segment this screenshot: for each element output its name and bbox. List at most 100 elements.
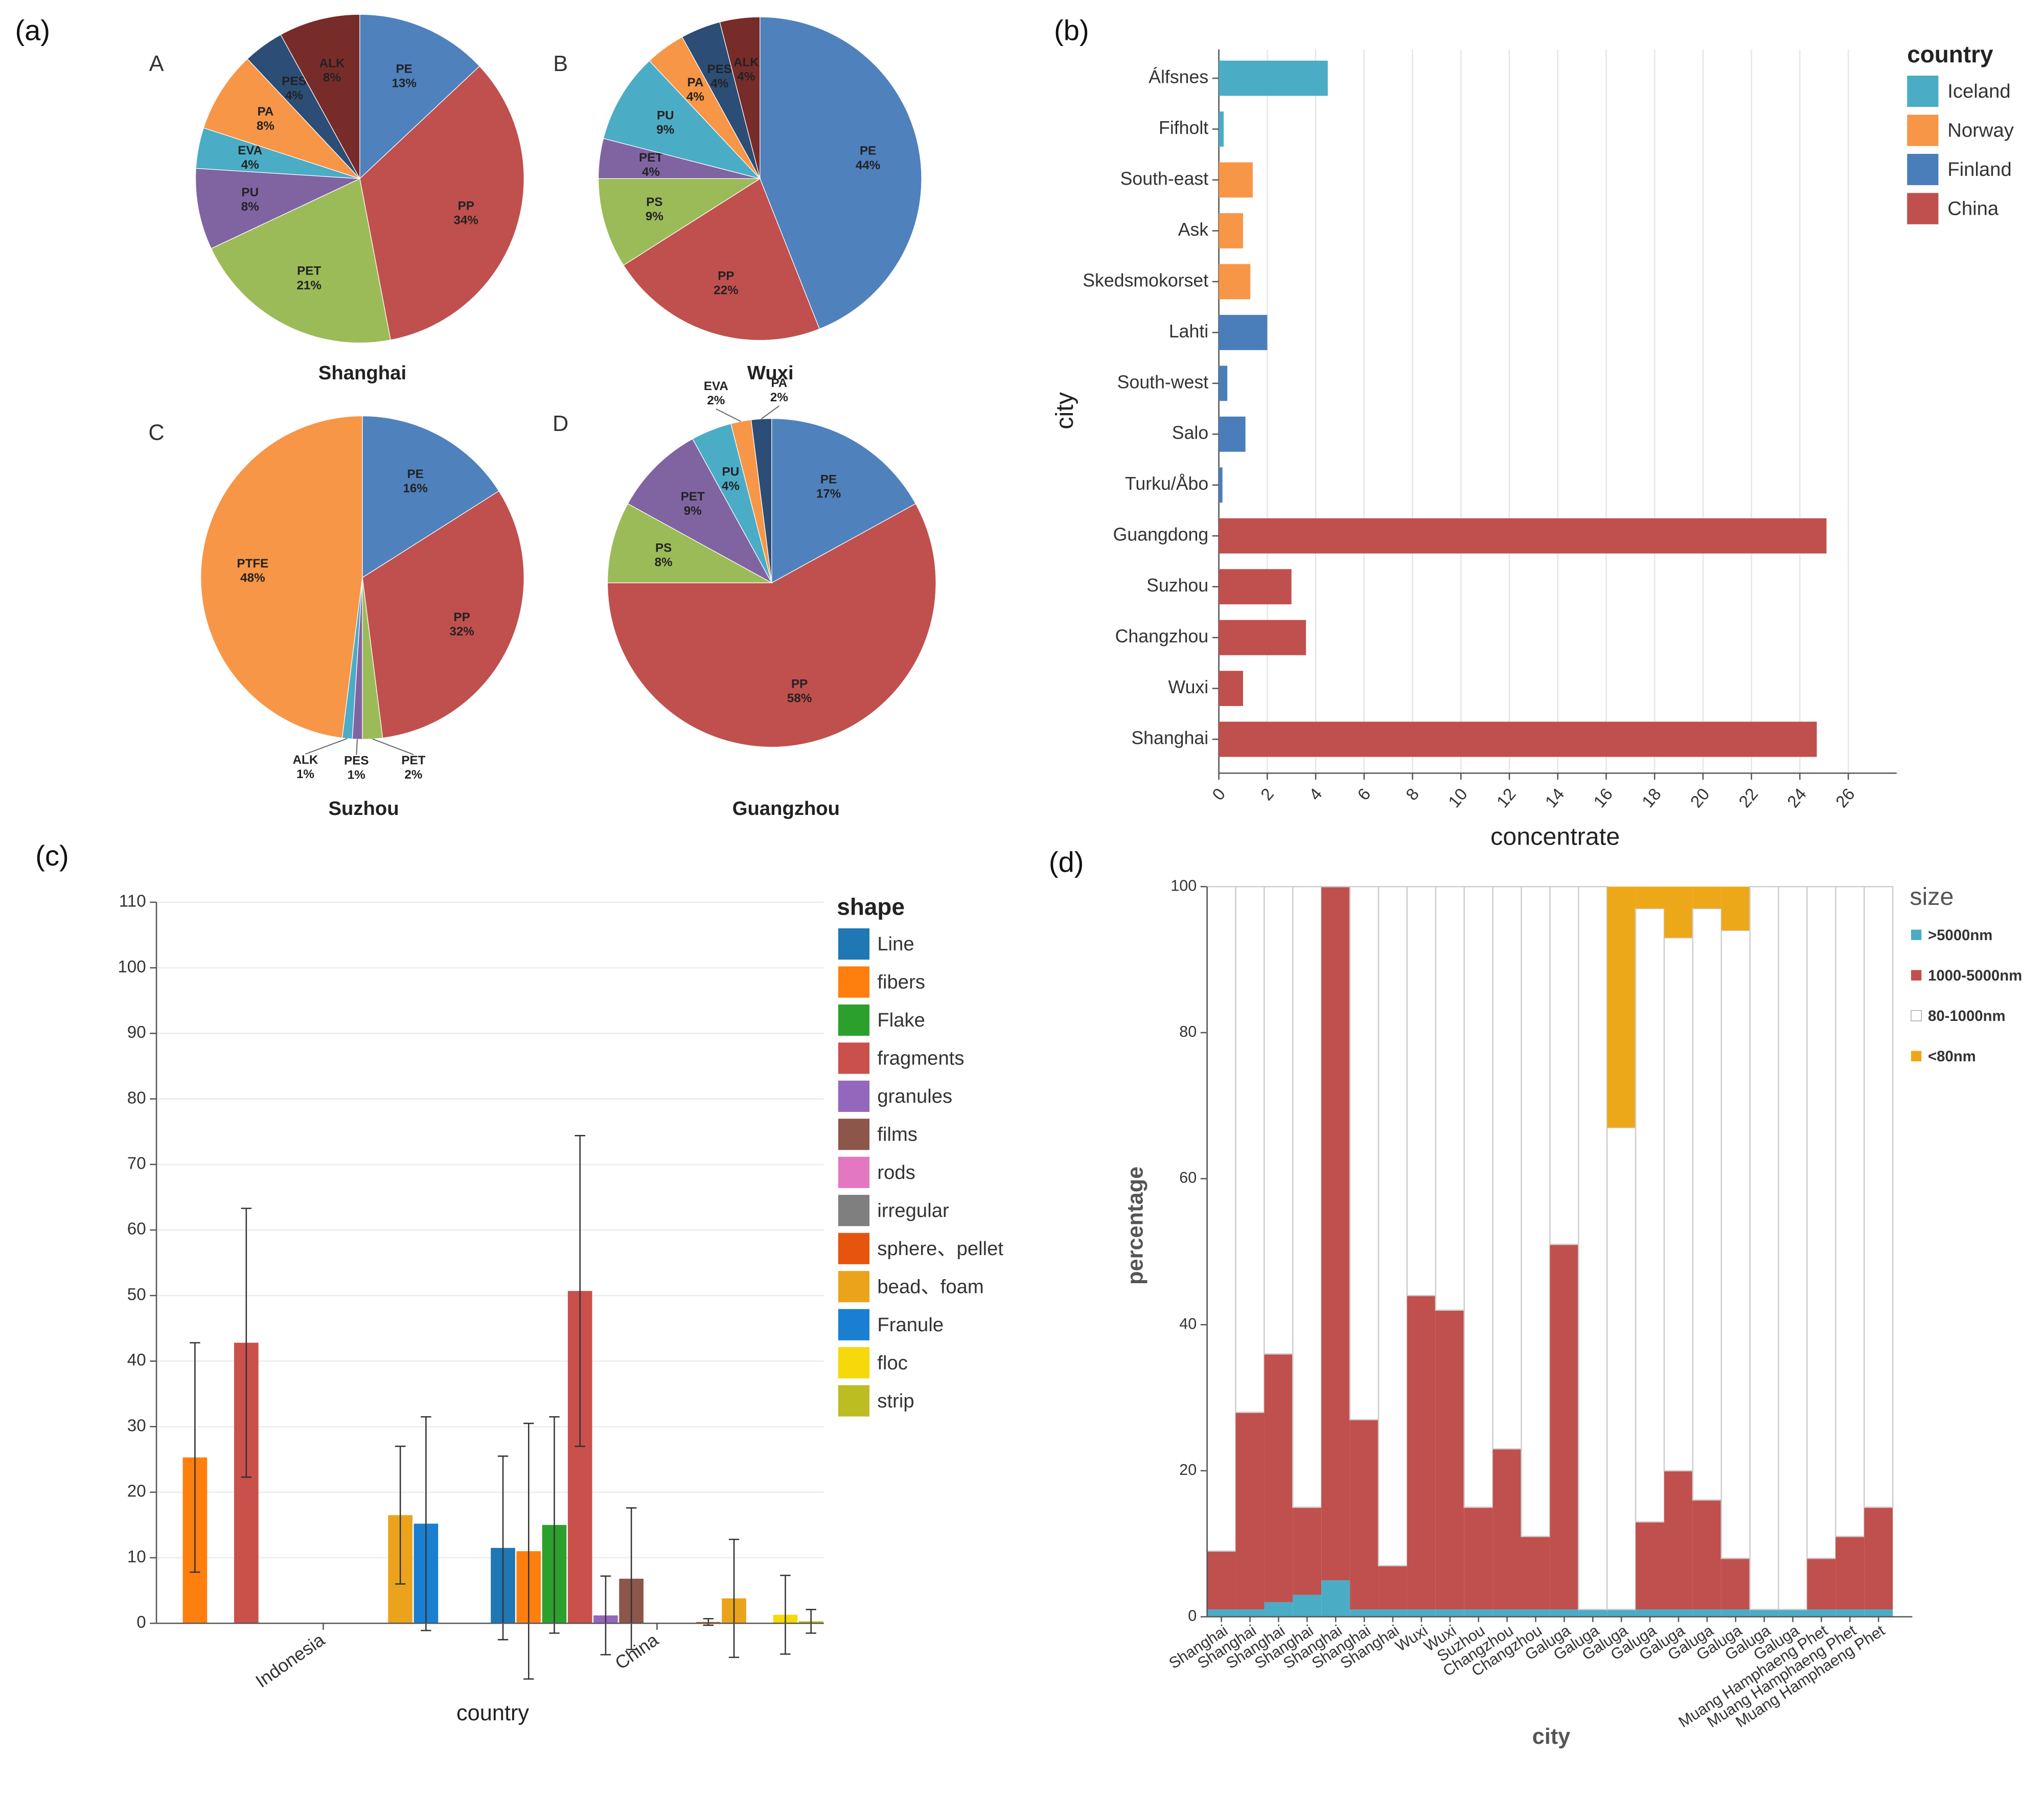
slice-label: ALK (319, 56, 345, 70)
y-tick-label: Turku/Åbo (1125, 473, 1208, 494)
y-tick-label: Salo (1172, 423, 1208, 443)
y-tick-label: 0 (1188, 1607, 1197, 1625)
bar (1219, 366, 1228, 401)
slice-label: PU (241, 186, 259, 199)
y-tick-label: South-east (1120, 168, 1209, 189)
bar-segment (1806, 885, 1836, 1559)
slice-value-label: 4% (642, 165, 660, 179)
slice-label: PE (820, 473, 837, 487)
pie-slice (195, 168, 360, 249)
legend-label: floc (877, 1352, 908, 1374)
pie-letter: B (553, 52, 568, 76)
bar-segment (1206, 885, 1236, 1552)
slice-value-label: 4% (241, 158, 259, 172)
legend-swatch (1907, 75, 1939, 107)
legend-label: 1000-5000nm (1928, 967, 2022, 984)
bar-segment (1636, 886, 1664, 909)
bar-segment (1549, 885, 1579, 1245)
pie-slice (362, 490, 524, 739)
bar-segment (1864, 1507, 1893, 1610)
bar-segment (1578, 885, 1608, 1610)
y-tick-label: 40 (127, 1351, 146, 1370)
legend-swatch (1907, 153, 1939, 186)
slice-label: EVA (238, 144, 262, 157)
bar-segment (1607, 886, 1636, 1128)
x-tick-label: 4 (1305, 785, 1326, 804)
pie-slice (211, 178, 391, 344)
legend-label: Franule (877, 1314, 944, 1336)
legend-label: <80nm (1928, 1048, 1976, 1065)
bar-segment (1778, 885, 1808, 1610)
y-tick-label: South-west (1117, 372, 1209, 392)
x-axis-title: city (1532, 1724, 1571, 1749)
y-tick-label: 90 (127, 1023, 146, 1042)
y-tick-label: Skedsmokorset (1083, 270, 1208, 290)
slice-label: PES (707, 62, 731, 76)
legend-label: rods (877, 1162, 915, 1184)
leader-line (356, 739, 358, 755)
legend-swatch (1907, 193, 1939, 224)
legend-title: size (1910, 883, 1954, 911)
y-tick-label: 80 (127, 1088, 146, 1107)
bar-segment (1663, 937, 1694, 1472)
bar-segment (1664, 886, 1693, 938)
leader-line (716, 408, 742, 422)
bar (1219, 162, 1253, 198)
bar (1219, 213, 1243, 248)
bar-segment (1664, 1470, 1693, 1610)
y-tick-label: Fifholt (1159, 118, 1208, 138)
bar-segment (1292, 885, 1322, 1508)
bar-segment (1692, 1499, 1721, 1610)
pie-slice (280, 14, 360, 179)
slice-value-label: 4% (710, 77, 728, 90)
slice-value-label: 2% (404, 768, 422, 782)
y-tick-label: 60 (127, 1220, 146, 1239)
bar-segment (1264, 885, 1294, 1355)
bar-segment (1492, 1448, 1522, 1610)
slice-label: PU (657, 109, 674, 123)
bar-segment (1350, 1419, 1379, 1610)
leader-line (372, 738, 414, 755)
slice-label: PES (282, 74, 306, 88)
legend-swatch (838, 1042, 870, 1074)
bar-segment (1664, 1609, 1693, 1617)
bar-segment (1492, 1609, 1522, 1617)
y-tick-label: Lahti (1169, 321, 1208, 342)
bar-segment (1207, 1551, 1236, 1610)
y-tick-label: 20 (1179, 1461, 1197, 1478)
pie-slice (623, 178, 820, 341)
y-tick-label: 80 (1179, 1023, 1197, 1040)
panel-label: (c) (35, 839, 68, 872)
leader-line (305, 738, 348, 755)
slice-value-label: 48% (240, 571, 265, 585)
slice-value-label: 2% (770, 391, 788, 404)
slice-label: PU (722, 465, 740, 479)
bar-segment (1578, 1609, 1607, 1617)
y-axis-title: percentage (1123, 1167, 1147, 1285)
bar-segment (1635, 907, 1665, 1523)
legend-label: bead、foam (877, 1276, 983, 1298)
y-tick-label: 50 (127, 1285, 146, 1304)
y-axis-title: city (1051, 392, 1078, 429)
slice-label: PP (453, 610, 470, 624)
bar-segment (1692, 886, 1721, 909)
legend-swatch (838, 1233, 870, 1264)
legend-swatch (1907, 115, 1939, 146)
bar-segment (1835, 885, 1865, 1537)
slice-label: PE (407, 467, 423, 481)
y-tick-label: 70 (127, 1154, 146, 1173)
pie-slice (627, 438, 773, 584)
y-tick-label: 110 (119, 892, 146, 911)
bar-segment (1721, 1558, 1750, 1610)
pie-title: Guangzhou (732, 798, 840, 820)
pie-slice (203, 58, 360, 179)
slice-label: PET (681, 490, 705, 504)
slice-value-label: 34% (453, 214, 478, 227)
slice-value-label: 9% (656, 123, 674, 137)
slice-label: PP (791, 677, 808, 691)
slice-label: PES (344, 754, 369, 768)
panel-label: (b) (1054, 14, 1089, 47)
bar-segment (1463, 885, 1494, 1508)
bar (1219, 416, 1246, 452)
